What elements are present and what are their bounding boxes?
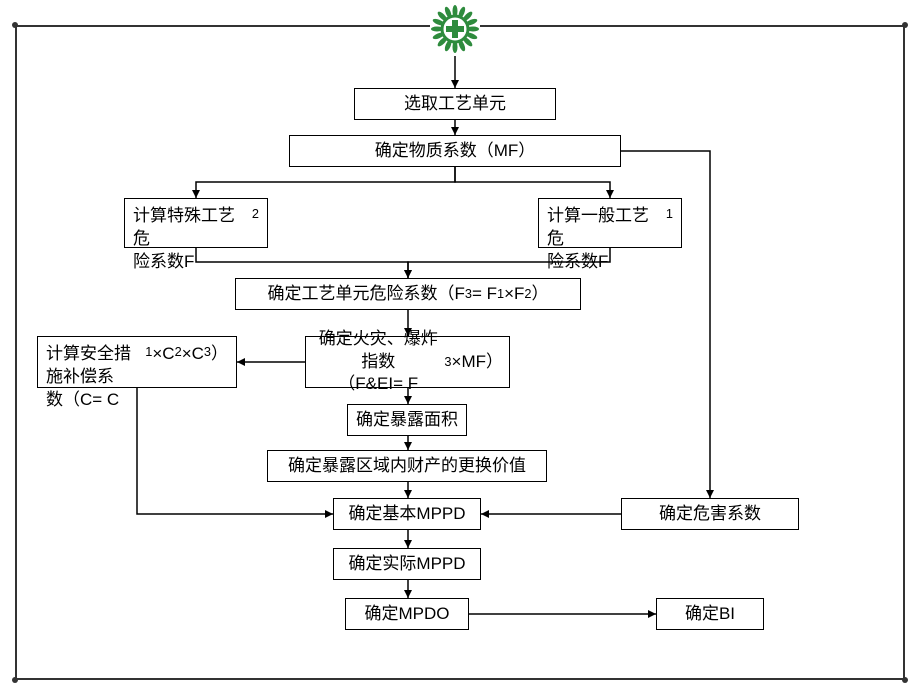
flow-node-n11: 确定危害系数 xyxy=(621,498,799,530)
safety-cross-logo-icon xyxy=(431,5,479,53)
corner-dot xyxy=(902,22,908,28)
flow-node-n12: 确定实际MPPD xyxy=(333,548,481,580)
corner-dot xyxy=(12,22,18,28)
flow-node-n8: 确定暴露面积 xyxy=(347,404,467,436)
corner-dot xyxy=(12,677,18,683)
flow-node-n13: 确定MPDO xyxy=(345,598,469,630)
flow-node-n2: 确定物质系数（MF） xyxy=(289,135,621,167)
flow-node-n3: 计算特殊工艺危险系数F2 xyxy=(124,198,268,248)
flow-node-n1: 选取工艺单元 xyxy=(354,88,556,120)
flow-node-n5: 确定工艺单元危险系数（F3= F1×F2） xyxy=(235,278,581,310)
flow-node-n6: 计算安全措施补偿系数（C= C1×C2×C3） xyxy=(37,336,237,388)
flow-node-n4: 计算一般工艺危险系数F1 xyxy=(538,198,682,248)
corner-dot xyxy=(902,677,908,683)
flow-node-n10: 确定基本MPPD xyxy=(333,498,481,530)
flow-node-n7: 确定火灾、爆炸指数（F&EI= F3×MF） xyxy=(305,336,510,388)
logo-wrap xyxy=(430,4,480,54)
flow-node-n14: 确定BI xyxy=(656,598,764,630)
flow-node-n9: 确定暴露区域内财产的更换价值 xyxy=(267,450,547,482)
